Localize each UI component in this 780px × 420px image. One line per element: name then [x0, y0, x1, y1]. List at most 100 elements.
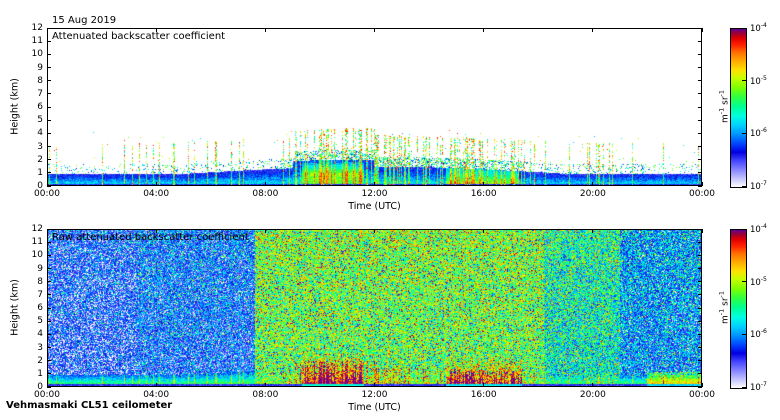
- x-tick: [592, 383, 594, 387]
- y-tick: [47, 386, 51, 388]
- x-tick-top: [483, 229, 485, 233]
- y-tick: [47, 27, 51, 29]
- y-tick: [47, 119, 51, 121]
- y-tick-label: 4: [37, 329, 43, 340]
- y-tick: [47, 106, 51, 108]
- y-tick-right: [698, 347, 702, 348]
- y-tick-right: [698, 132, 702, 134]
- y-tick-right: [698, 119, 702, 121]
- y-tick-label: 9: [37, 62, 43, 73]
- x-tick-label: 00:00: [34, 189, 60, 199]
- y-tick-label: 1: [37, 167, 43, 178]
- y-tick-right: [698, 228, 702, 230]
- x-tick: [374, 182, 375, 186]
- y-tick: [47, 185, 51, 187]
- date-label: 15 Aug 2019: [52, 15, 117, 26]
- y-tick-right: [698, 80, 702, 82]
- y-tick-right: [698, 294, 702, 296]
- colorbar-tick: [742, 27, 746, 29]
- x-tick-label: 00:00: [689, 189, 715, 199]
- panel-attenuated-backscatter: Attenuated backscatter coefficient: [47, 28, 702, 186]
- y-tick-right: [698, 241, 702, 243]
- heatmap-canvas-2: [48, 230, 701, 386]
- y-tick: [47, 93, 51, 95]
- colorbar-tick-label: 10-4: [750, 223, 767, 235]
- y-tick-label: 4: [37, 128, 43, 139]
- colorbar-tick-label: 10-7: [750, 180, 767, 192]
- colorbar-tick-label: 10-6: [750, 127, 767, 140]
- y-axis-title: Height (km): [9, 279, 21, 336]
- x-tick-top: [155, 28, 157, 32]
- y-tick-label: 7: [37, 88, 43, 99]
- y-tick-right: [698, 27, 702, 29]
- instrument-label: Vehmasmaki CL51 ceilometer: [6, 400, 173, 411]
- x-tick-top: [46, 28, 48, 32]
- x-tick-top: [264, 229, 266, 233]
- y-tick-label: 11: [31, 237, 43, 248]
- colorbar-tick: [742, 386, 746, 388]
- x-tick: [592, 182, 594, 186]
- y-tick-label: 3: [37, 141, 43, 152]
- x-tick-label: 00:00: [689, 390, 715, 400]
- y-tick-label: 10: [31, 250, 43, 261]
- x-tick: [374, 383, 375, 387]
- x-tick: [701, 383, 703, 387]
- y-tick-right: [698, 373, 702, 375]
- y-tick: [47, 294, 51, 296]
- y-tick-right: [698, 307, 702, 309]
- heatmap-canvas-1: [48, 29, 701, 185]
- x-tick: [264, 182, 266, 186]
- panel-raw-attenuated-backscatter: Raw attenuated backscatter coefficient: [47, 229, 702, 387]
- y-tick: [47, 373, 51, 375]
- colorbar-title: m-1 sr-1: [717, 291, 731, 324]
- x-tick-top: [374, 28, 375, 32]
- y-tick: [47, 281, 51, 283]
- y-tick-label: 11: [31, 36, 43, 47]
- x-tick: [46, 383, 48, 387]
- y-tick: [47, 254, 51, 256]
- panel-title-1: Attenuated backscatter coefficient: [52, 31, 226, 42]
- x-tick-label: 16:00: [470, 189, 497, 199]
- x-tick: [483, 182, 485, 186]
- x-tick-top: [374, 229, 375, 233]
- x-tick-label: 20:00: [579, 189, 606, 199]
- y-tick-label: 0: [37, 181, 43, 191]
- y-tick-right: [698, 281, 702, 283]
- x-tick-label: 12:00: [361, 189, 388, 199]
- x-tick-top: [483, 28, 485, 32]
- y-tick: [47, 307, 51, 309]
- panel-title-2: Raw attenuated backscatter coefficient: [52, 232, 249, 243]
- x-tick-top: [592, 28, 594, 32]
- y-tick-right: [698, 40, 702, 42]
- y-tick-right: [698, 360, 702, 362]
- y-tick-label: 0: [37, 382, 43, 392]
- colorbar-tick-label: 10-5: [750, 74, 767, 87]
- y-tick-label: 8: [37, 276, 43, 287]
- y-tick-label: 6: [37, 303, 43, 313]
- y-tick: [47, 40, 51, 42]
- y-tick: [47, 172, 51, 174]
- y-tick: [47, 80, 51, 82]
- y-tick: [47, 320, 51, 322]
- colorbar-tick: [742, 281, 746, 283]
- y-tick-right: [698, 185, 702, 187]
- y-tick-label: 3: [37, 342, 43, 353]
- x-axis-title: Time (UTC): [348, 201, 401, 212]
- x-tick-label: 16:00: [470, 390, 497, 400]
- y-tick-right: [698, 172, 702, 174]
- colorbar-1: [730, 28, 747, 188]
- x-tick-label: 00:00: [34, 390, 60, 400]
- x-tick-top: [46, 229, 48, 233]
- y-tick-right: [698, 386, 702, 388]
- x-tick-top: [592, 229, 594, 233]
- y-tick: [47, 53, 51, 55]
- y-tick-label: 7: [37, 289, 43, 300]
- y-tick: [47, 241, 51, 243]
- y-tick: [47, 67, 51, 68]
- colorbar-tick: [742, 132, 746, 134]
- y-tick-label: 6: [37, 102, 43, 112]
- x-tick: [155, 182, 157, 186]
- y-tick-label: 8: [37, 75, 43, 86]
- y-tick-label: 12: [31, 23, 43, 33]
- x-tick-label: 04:00: [143, 189, 170, 199]
